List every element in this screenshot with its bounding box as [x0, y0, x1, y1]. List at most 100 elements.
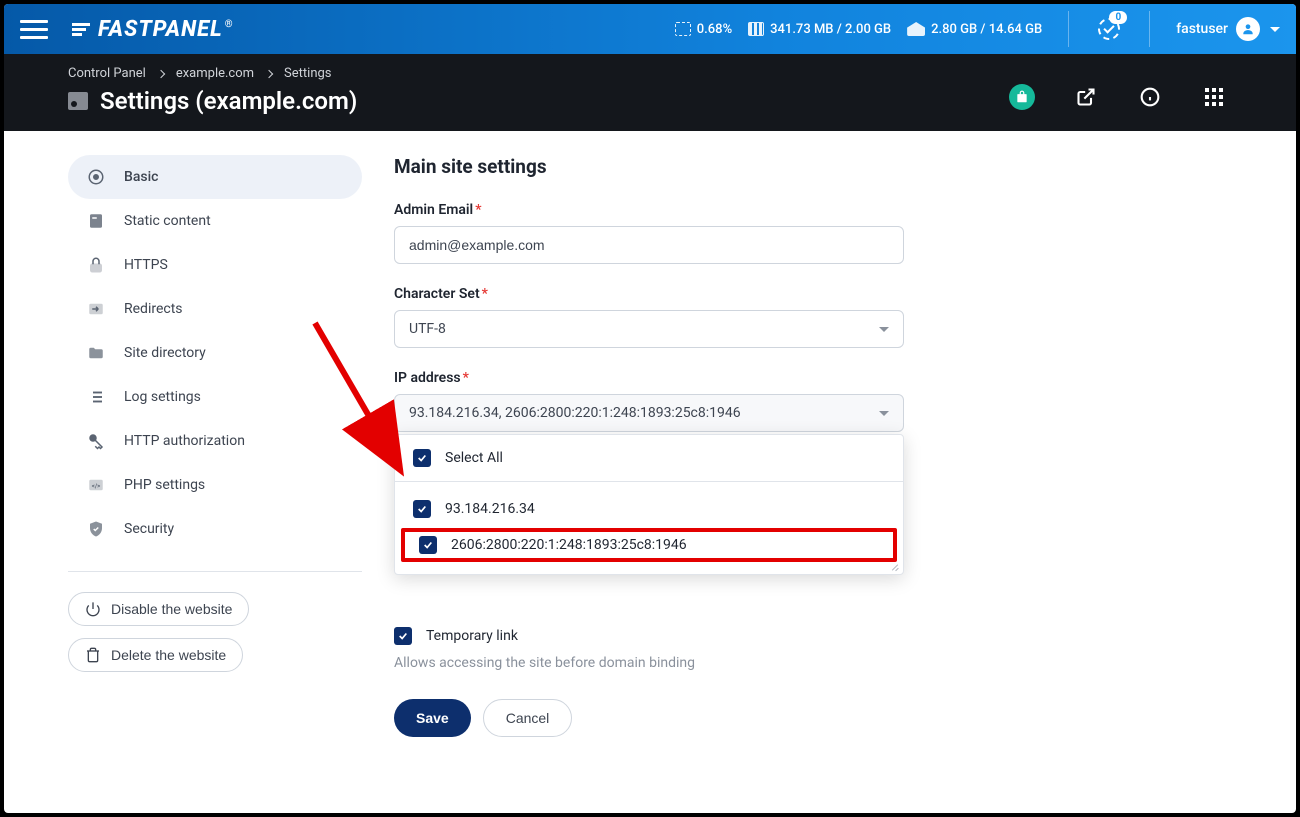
- cancel-button[interactable]: Cancel: [483, 699, 573, 737]
- breadcrumb-domain[interactable]: example.com: [176, 66, 254, 81]
- key-icon: [86, 431, 106, 451]
- chevron-down-icon: [1270, 27, 1280, 32]
- shield-icon: [86, 519, 106, 539]
- cpu-value: 0.68%: [697, 22, 732, 37]
- sidebar-item-label: HTTPS: [124, 257, 168, 273]
- main-area: Basic Static content HTTPS Redirects Sit…: [4, 131, 1296, 761]
- section-title: Main site settings: [394, 155, 954, 178]
- disk-icon: [907, 22, 925, 36]
- sidebar-divider: [68, 571, 362, 572]
- chevron-down-icon: [879, 327, 889, 332]
- sidebar-item-httpauth[interactable]: HTTP authorization: [68, 419, 362, 463]
- checkbox-icon: [413, 500, 431, 518]
- sidebar-item-log[interactable]: Log settings: [68, 375, 362, 419]
- sidebar-item-static[interactable]: Static content: [68, 199, 362, 243]
- redirect-icon: [86, 299, 106, 319]
- svg-text:</>: </>: [92, 483, 100, 490]
- ip-group: IP address* 93.184.216.34, 2606:2800:220…: [394, 370, 954, 432]
- sidebar-item-label: PHP settings: [124, 477, 205, 493]
- external-link-button[interactable]: [1068, 79, 1104, 115]
- sidebar-item-directory[interactable]: Site directory: [68, 331, 362, 375]
- delete-label: Delete the website: [111, 647, 226, 663]
- external-link-icon: [1076, 87, 1096, 107]
- breadcrumb-page[interactable]: Settings: [284, 66, 331, 81]
- logo-trademark: ®: [225, 19, 234, 30]
- sidebar-item-php[interactable]: </> PHP settings: [68, 463, 362, 507]
- temp-link-checkbox[interactable]: Temporary link: [394, 627, 954, 645]
- apps-button[interactable]: [1196, 79, 1232, 115]
- avatar-icon: [1236, 17, 1260, 41]
- logo-icon: [72, 23, 90, 36]
- charset-select[interactable]: UTF-8: [394, 310, 904, 348]
- sidebar-item-https[interactable]: HTTPS: [68, 243, 362, 287]
- checkbox-icon: [413, 449, 431, 467]
- disk-value: 2.80 GB / 14.64 GB: [931, 22, 1042, 37]
- sync-badge[interactable]: 0: [1095, 15, 1123, 43]
- disable-website-button[interactable]: Disable the website: [68, 592, 249, 626]
- ram-stat[interactable]: 341.73 MB / 2.00 GB: [748, 22, 891, 37]
- cart-button[interactable]: [1004, 79, 1040, 115]
- charset-group: Character Set* UTF-8: [394, 286, 954, 348]
- ip-select[interactable]: 93.184.216.34, 2606:2800:220:1:248:1893:…: [394, 394, 904, 432]
- admin-email-label: Admin Email*: [394, 202, 954, 218]
- page-title: Settings (example.com): [100, 87, 357, 115]
- sidebar-item-label: Static content: [124, 213, 211, 229]
- header-divider: [1149, 11, 1150, 47]
- sidebar: Basic Static content HTTPS Redirects Sit…: [68, 155, 362, 737]
- save-button[interactable]: Save: [394, 699, 471, 737]
- info-button[interactable]: [1132, 79, 1168, 115]
- sub-header: Control Panel example.com Settings Setti…: [4, 54, 1296, 131]
- breadcrumb-root[interactable]: Control Panel: [68, 66, 146, 81]
- chevron-right-icon: [157, 69, 165, 77]
- admin-email-group: Admin Email*: [394, 202, 954, 264]
- action-row: Save Cancel: [394, 699, 954, 737]
- select-all-label: Select All: [445, 450, 503, 466]
- page-icon: [68, 92, 88, 110]
- ip-option-2-highlighted[interactable]: 2606:2800:220:1:248:1893:25c8:1946: [401, 528, 897, 562]
- delete-website-button[interactable]: Delete the website: [68, 638, 243, 672]
- code-icon: </>: [86, 475, 106, 495]
- trash-icon: [85, 647, 101, 663]
- temp-link-help: Allows accessing the site before domain …: [394, 655, 954, 671]
- sidebar-item-basic[interactable]: Basic: [68, 155, 362, 199]
- charset-value: UTF-8: [409, 321, 446, 337]
- breadcrumb: Control Panel example.com Settings: [68, 66, 357, 81]
- chevron-right-icon: [265, 69, 273, 77]
- checkbox-icon: [419, 536, 437, 554]
- ip-label: IP address*: [394, 370, 954, 386]
- hamburger-menu-icon[interactable]: [20, 15, 48, 43]
- temp-link-group: Temporary link Allows accessing the site…: [394, 627, 954, 671]
- ip-option-1[interactable]: 93.184.216.34: [395, 492, 903, 526]
- content: Main site settings Admin Email* Characte…: [394, 155, 954, 737]
- ram-icon: [748, 22, 764, 36]
- file-icon: [86, 211, 106, 231]
- sidebar-item-label: Redirects: [124, 301, 183, 317]
- log-icon: [86, 387, 106, 407]
- sidebar-item-label: Site directory: [124, 345, 206, 361]
- ip-option-label: 2606:2800:220:1:248:1893:25c8:1946: [451, 537, 687, 553]
- ip-option-label: 93.184.216.34: [445, 501, 535, 517]
- logo-text: FASTPANEL: [98, 17, 223, 42]
- username: fastuser: [1176, 21, 1228, 37]
- admin-email-input[interactable]: [394, 226, 904, 264]
- ram-value: 341.73 MB / 2.00 GB: [770, 22, 891, 37]
- select-all-row[interactable]: Select All: [395, 435, 903, 482]
- resize-handle[interactable]: [889, 560, 899, 570]
- user-menu[interactable]: fastuser: [1176, 17, 1280, 41]
- power-icon: [85, 601, 101, 617]
- target-icon: [86, 167, 106, 187]
- sidebar-item-label: HTTP authorization: [124, 433, 245, 449]
- cpu-stat[interactable]: 0.68%: [675, 22, 732, 37]
- sidebar-item-redirects[interactable]: Redirects: [68, 287, 362, 331]
- grid-icon: [1205, 88, 1223, 106]
- chevron-down-icon: [879, 411, 889, 416]
- cart-icon: [1009, 84, 1035, 110]
- header-stats: 0.68% 341.73 MB / 2.00 GB 2.80 GB / 14.6…: [675, 11, 1280, 47]
- header-divider: [1068, 11, 1069, 47]
- charset-label: Character Set*: [394, 286, 954, 302]
- disk-stat[interactable]: 2.80 GB / 14.64 GB: [907, 22, 1042, 37]
- info-icon: [1140, 87, 1160, 107]
- sidebar-item-security[interactable]: Security: [68, 507, 362, 551]
- lock-icon: [86, 255, 106, 275]
- logo[interactable]: FASTPANEL®: [72, 17, 234, 42]
